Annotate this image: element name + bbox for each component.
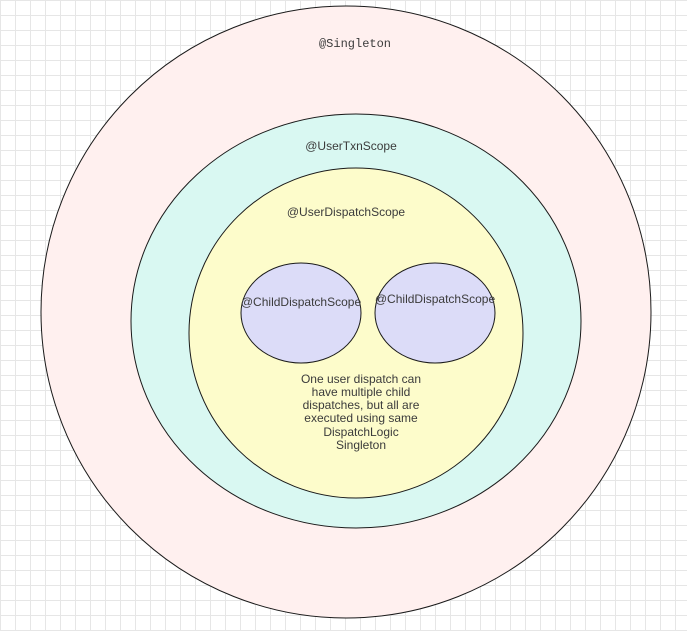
child-dispatch-scope-right[interactable]: @ChildDispatchScope — [374, 262, 496, 364]
note-text: One user dispatch can have multiple chil… — [301, 372, 421, 452]
note-line: One user dispatch can — [301, 372, 421, 386]
note-line: Singleton — [336, 438, 386, 452]
user-txn-scope-label: @UserTxnScope — [305, 139, 397, 153]
child-dispatch-scope-left-label: @ChildDispatchScope — [241, 295, 362, 309]
note-line: DispatchLogic — [323, 425, 398, 439]
child-dispatch-scope-left[interactable]: @ChildDispatchScope — [240, 262, 362, 364]
child-dispatch-scope-left-circle[interactable] — [240, 262, 362, 364]
child-dispatch-scope-right-circle[interactable] — [374, 262, 496, 364]
note-line: dispatches, but all are — [303, 398, 420, 412]
user-dispatch-scope-label: @UserDispatchScope — [287, 205, 406, 219]
singleton-scope-label: @Singleton — [319, 37, 391, 51]
note-line: executed using same — [304, 411, 418, 425]
child-dispatch-scope-right-label: @ChildDispatchScope — [375, 292, 496, 306]
note-line: have multiple child — [312, 385, 411, 399]
